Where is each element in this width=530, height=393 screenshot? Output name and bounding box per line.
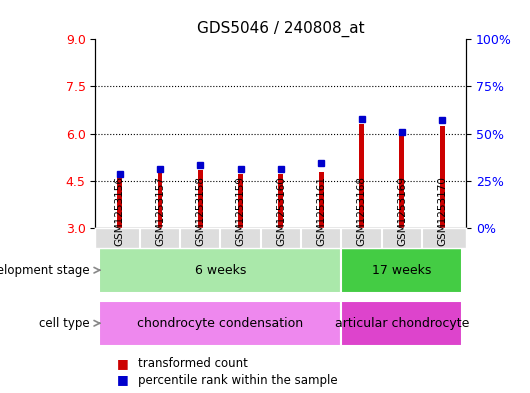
Text: GSM1253168: GSM1253168 [357,176,367,246]
Text: ■: ■ [117,373,128,387]
Text: GSM1253170: GSM1253170 [437,176,447,246]
Text: cell type: cell type [39,317,90,330]
Text: 6 weeks: 6 weeks [195,264,246,277]
Text: GSM1253157: GSM1253157 [155,176,165,246]
Bar [157,173,162,228]
Bar [341,248,462,293]
Text: ■: ■ [117,357,128,370]
Text: development stage: development stage [0,264,90,277]
Bar [319,172,324,228]
Bar [198,170,202,228]
Text: articular chondrocyte: articular chondrocyte [334,317,469,330]
Bar [400,134,404,228]
Text: transformed count: transformed count [138,357,248,370]
Text: GSM1253161: GSM1253161 [316,176,326,246]
Bar [359,124,364,228]
Bar [341,301,462,346]
Bar [238,174,243,228]
Bar [100,301,341,346]
Text: GSM1253156: GSM1253156 [114,176,125,246]
Text: GSM1253160: GSM1253160 [276,176,286,246]
Text: GSM1253158: GSM1253158 [195,176,205,246]
Text: 17 weeks: 17 weeks [372,264,431,277]
Title: GDS5046 / 240808_at: GDS5046 / 240808_at [197,20,365,37]
Bar [117,176,122,228]
Text: GSM1253159: GSM1253159 [235,176,245,246]
Text: chondrocyte condensation: chondrocyte condensation [137,317,304,330]
Bar [100,248,341,293]
Text: percentile rank within the sample: percentile rank within the sample [138,373,338,387]
Bar [278,174,284,228]
Bar [440,126,445,228]
Text: GSM1253169: GSM1253169 [397,176,407,246]
